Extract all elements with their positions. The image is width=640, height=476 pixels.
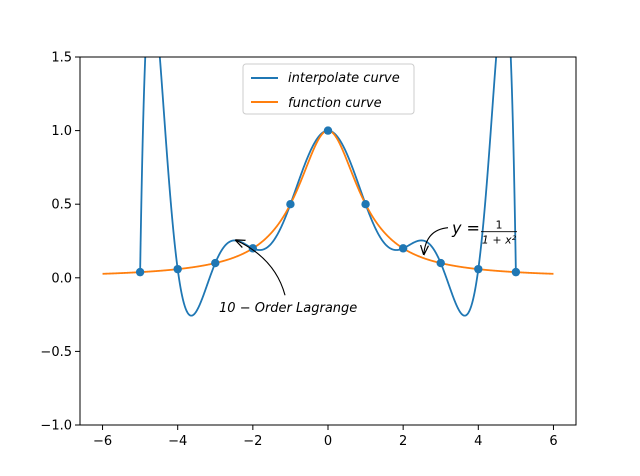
y-tick-label: 0.5 — [51, 198, 72, 213]
node-point — [135, 267, 145, 277]
y-tick-label: −0.5 — [40, 345, 72, 360]
annotation-function-label: y = — [451, 219, 480, 238]
y-tick-label: 1.5 — [51, 51, 72, 66]
x-tick-label: −2 — [243, 434, 262, 449]
legend: interpolate curve function curve — [242, 63, 415, 115]
node-point — [211, 258, 220, 268]
curves-layer — [101, 57, 555, 317]
annotation-function-numerator: 1 — [496, 219, 503, 232]
x-tick-label: 6 — [549, 434, 557, 449]
annotation-arrow-lagrange — [236, 240, 286, 296]
x-tick-label: 2 — [399, 434, 407, 449]
x-tick-label: 4 — [474, 434, 482, 449]
y-axis: −1.0 −0.5 0.0 0.5 1.0 1.5 — [40, 51, 80, 434]
node-point — [323, 126, 333, 135]
node-point — [361, 200, 370, 209]
y-tick-label: 0.0 — [51, 271, 72, 286]
node-point — [511, 267, 521, 277]
interpolate-curve-line — [139, 57, 517, 317]
node-point — [248, 244, 258, 253]
legend-frame — [242, 63, 415, 115]
x-tick-label: 0 — [324, 434, 332, 449]
x-tick-label: −6 — [93, 434, 112, 449]
y-tick-label: 1.0 — [51, 124, 72, 139]
node-point — [286, 200, 295, 209]
nodes-layer — [135, 126, 521, 277]
node-point — [173, 264, 182, 274]
node-point — [398, 244, 408, 253]
node-point — [474, 264, 483, 274]
x-axis: −6 −4 −2 0 2 4 6 — [93, 425, 558, 449]
legend-label-function: function curve — [288, 96, 382, 111]
annotation-lagrange-label: 10 − Order Lagrange — [219, 301, 357, 316]
node-point — [436, 258, 445, 268]
annotations: 10 − Order Lagrange y = 1 1 + x² — [219, 219, 517, 316]
x-tick-label: −4 — [168, 434, 187, 449]
legend-label-interpolate: interpolate curve — [288, 71, 400, 86]
annotation-arrow-function — [424, 227, 449, 255]
y-tick-label: −1.0 — [40, 419, 72, 434]
annotation-function-denominator: 1 + x² — [482, 234, 517, 247]
